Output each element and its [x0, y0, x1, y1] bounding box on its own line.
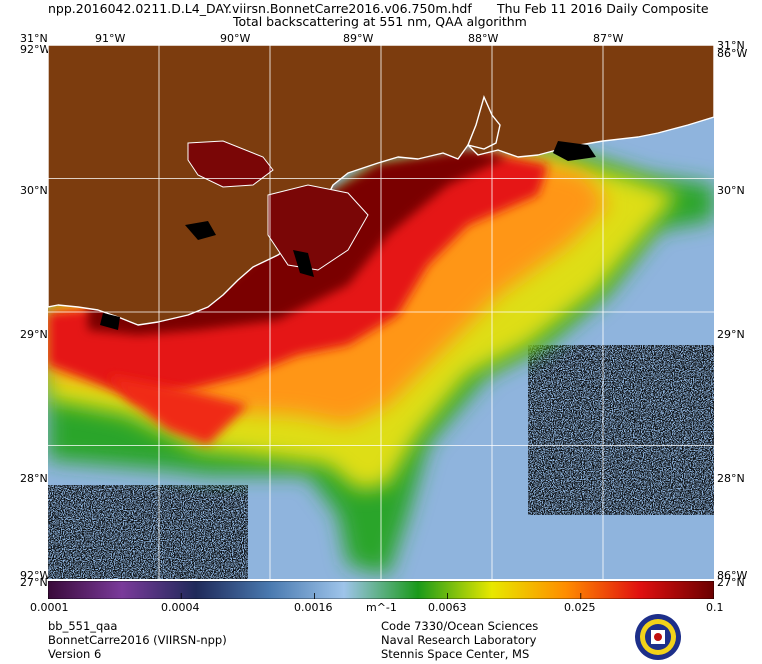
file-name: npp.2016042.0211.D.L4_DAY.viirsn.BonnetC…	[48, 1, 472, 16]
corner-top-left-lon: 92°W	[20, 43, 51, 56]
lon-label-90w: 90°W	[220, 32, 251, 45]
top-lat-right-label: 31°N	[717, 39, 745, 52]
colorbar-tick-3: 0.0063	[428, 601, 467, 614]
colorbar-tick-1: 0.0004	[161, 601, 200, 614]
land-area	[48, 45, 714, 326]
org-name: Naval Research Laboratory	[381, 633, 537, 647]
dataset-name: BonnetCarre2016 (VIIRSN-npp)	[48, 633, 227, 647]
lat-label-30n-right: 30°N	[717, 184, 745, 197]
org-location: Stennis Space Center, MS	[381, 647, 530, 661]
corner-bottom-left-lat: 27°N	[20, 576, 48, 589]
top-lat-left-label: 31°N	[20, 32, 48, 45]
lon-label-91w: 91°W	[95, 32, 126, 45]
lon-label-87w: 87°W	[593, 32, 624, 45]
colorbar-tick-5: 0.1	[706, 601, 724, 614]
corner-bottom-left-lon: 92°W	[20, 569, 51, 582]
lat-label-29n-right: 29°N	[717, 328, 745, 341]
colorbar-tick-2: 0.0016	[294, 601, 333, 614]
corner-top-right-lon: 86°W	[717, 47, 748, 60]
colorbar-tick-0: 0.0001	[30, 601, 69, 614]
bay-areas	[100, 140, 596, 330]
nrl-seal-icon	[635, 614, 681, 660]
lon-label-88w: 88°W	[468, 32, 499, 45]
lat-label-30n-left: 30°N	[20, 184, 48, 197]
version-label: Version 6	[48, 647, 102, 661]
corner-bottom-right-lon: 86°W	[717, 569, 748, 582]
backscatter-map[interactable]	[48, 45, 714, 579]
colorbar-unit: m^-1	[366, 601, 397, 614]
colorbar-tick-4: 0.025	[564, 601, 596, 614]
lat-label-29n-left: 29°N	[20, 328, 48, 341]
lat-label-28n-left: 28°N	[20, 472, 48, 485]
composite-date: Thu Feb 11 2016 Daily Composite	[497, 1, 709, 16]
map-title: Total backscattering at 551 nm, QAA algo…	[233, 14, 527, 29]
colorbar	[48, 581, 714, 599]
lat-label-28n-right: 28°N	[717, 472, 745, 485]
graticule	[48, 45, 714, 579]
corner-bottom-right-lat: 27°N	[717, 576, 745, 589]
lon-label-89w: 89°W	[343, 32, 374, 45]
product-name: bb_551_qaa	[48, 619, 118, 633]
speckle-patches	[48, 345, 714, 579]
org-code: Code 7330/Ocean Sciences	[381, 619, 539, 633]
